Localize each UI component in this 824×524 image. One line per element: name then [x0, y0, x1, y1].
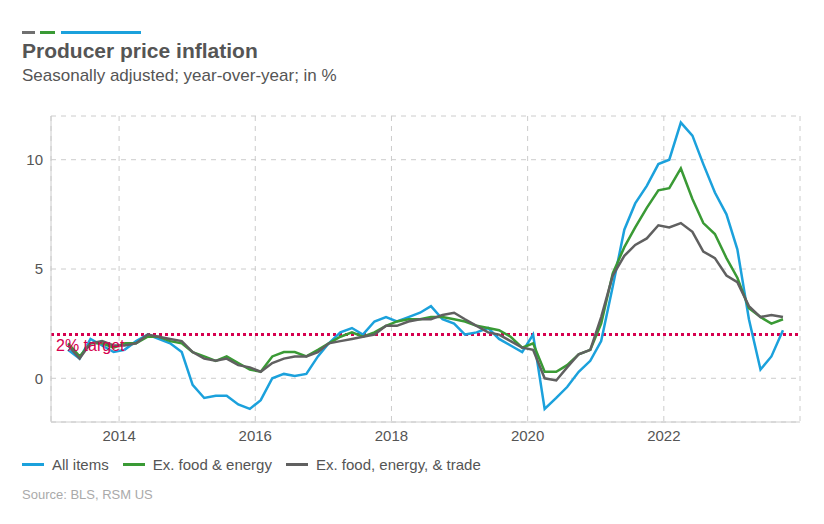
svg-text:2020: 2020	[511, 427, 544, 444]
html-text:Source: BLS, RSM US: Source: BLS, RSM US	[22, 487, 153, 502]
svg-text:2018: 2018	[375, 427, 408, 444]
svg-text:2016: 2016	[239, 427, 272, 444]
svg-text:2% target: 2% target	[56, 337, 125, 354]
html-text:Producer price inflation: Producer price inflation	[22, 39, 258, 62]
svg-text:2022: 2022	[647, 427, 680, 444]
html-text:All items: All items	[52, 456, 109, 473]
html-text:Ex. food, energy, & trade: Ex. food, energy, & trade	[315, 456, 481, 473]
svg-text:5: 5	[35, 260, 43, 277]
html-text:Seasonally adjusted; year-over: Seasonally adjusted; year-over-year; in …	[22, 66, 337, 85]
svg-text:2014: 2014	[102, 427, 135, 444]
svg-text:10: 10	[26, 151, 43, 168]
html-text:Ex. food & energy: Ex. food & energy	[152, 456, 272, 473]
svg-text:0: 0	[35, 370, 43, 387]
